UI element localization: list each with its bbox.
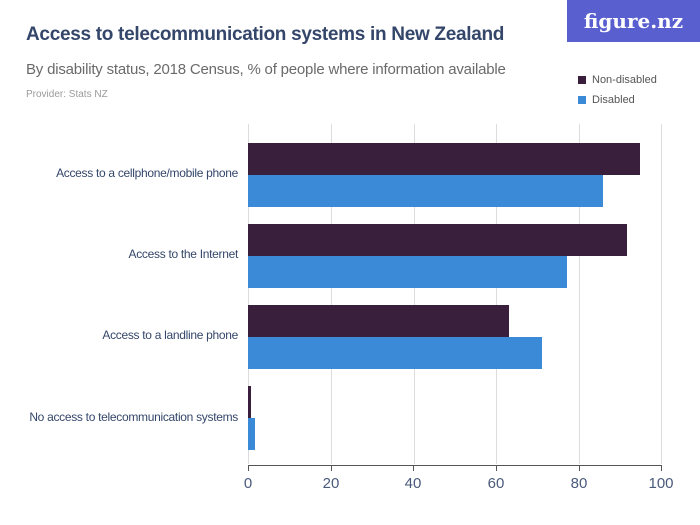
category-label: Access to a landline phone [102, 328, 238, 342]
x-tick-label: 60 [487, 475, 505, 492]
gridline [330, 124, 332, 464]
bar-non-disabled[interactable] [248, 143, 641, 175]
x-tick-label: 20 [322, 475, 340, 492]
legend-swatch-non-disabled [578, 76, 586, 84]
figure-nz-logo[interactable]: figure.nz [567, 0, 700, 42]
x-tick [248, 465, 249, 471]
legend-item-disabled: Disabled [578, 90, 657, 110]
x-tick [579, 465, 580, 471]
legend-swatch-disabled [578, 96, 586, 104]
gridline [413, 124, 415, 464]
legend-item-non-disabled: Non-disabled [578, 70, 657, 90]
bar-disabled[interactable] [248, 418, 256, 450]
gridline [579, 124, 581, 464]
legend: Non-disabled Disabled [578, 70, 657, 110]
x-tick [331, 465, 332, 471]
x-tick [496, 465, 497, 471]
provider-label: Provider: Stats NZ [26, 89, 108, 100]
gridline [248, 124, 249, 464]
bar-disabled[interactable] [248, 256, 568, 288]
bar-non-disabled[interactable] [248, 305, 509, 337]
x-tick-label: 0 [243, 475, 253, 492]
plot-area [248, 124, 662, 464]
x-tick-label: 40 [404, 475, 422, 492]
category-label: Access to the Internet [128, 247, 239, 261]
bar-disabled[interactable] [248, 175, 604, 207]
x-tick-label: 100 [648, 475, 674, 492]
legend-label: Non-disabled [592, 74, 657, 86]
bar-disabled[interactable] [248, 337, 542, 369]
chart-title: Access to telecommunication systems in N… [26, 24, 505, 45]
category-label: No access to telecommunication systems [29, 410, 238, 424]
gridline [496, 124, 498, 464]
x-tick [661, 465, 662, 471]
x-axis-line [248, 465, 662, 466]
x-tick-label: 80 [570, 475, 588, 492]
category-label: Access to a cellphone/mobile phone [56, 166, 238, 180]
bar-non-disabled[interactable] [248, 386, 251, 418]
gridline [661, 124, 662, 464]
x-tick [413, 465, 414, 471]
bar-non-disabled[interactable] [248, 224, 627, 256]
chart-subtitle: By disability status, 2018 Census, % of … [26, 61, 506, 78]
legend-label: Disabled [592, 94, 635, 106]
